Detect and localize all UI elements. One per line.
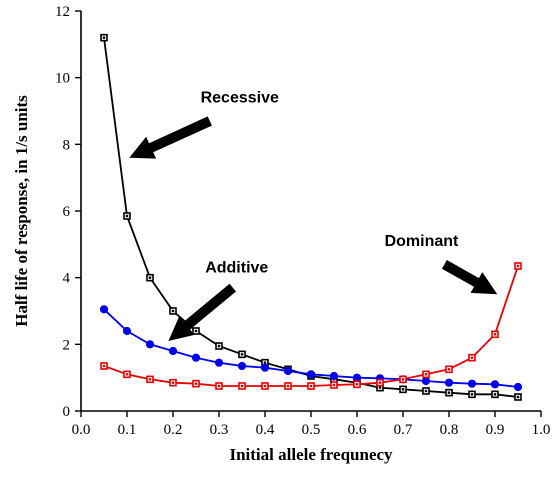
- data-point-inner: [217, 344, 221, 348]
- x-tick-label: 0.1: [118, 422, 137, 438]
- data-point-inner: [263, 361, 267, 364]
- data-point-inner: [125, 214, 129, 218]
- y-tick-label: 10: [55, 71, 70, 87]
- annotation-dominant: Dominant: [385, 233, 459, 250]
- data-point-inner: [516, 395, 520, 399]
- x-tick-label: 0.3: [210, 422, 229, 438]
- data-point-inner: [194, 329, 198, 333]
- x-tick-label: 0.4: [256, 422, 275, 438]
- series-additive: [99, 305, 523, 392]
- x-tick-label: 0.5: [302, 422, 321, 438]
- y-tick-label: 8: [63, 137, 71, 153]
- data-point-inner: [332, 383, 336, 387]
- series-layer: [99, 33, 523, 401]
- x-tick-label: 0.6: [348, 422, 367, 438]
- data-point-inner: [240, 353, 244, 356]
- data-point: [122, 326, 132, 336]
- annotation-layer: Recessive Additive Dominant: [129, 90, 498, 341]
- data-point-inner: [424, 389, 428, 393]
- data-point-inner: [378, 381, 382, 384]
- data-point: [421, 376, 431, 386]
- data-point-inner: [171, 381, 175, 384]
- y-tick-label: 0: [63, 404, 71, 420]
- annotation-arrow-dominant: [441, 260, 498, 295]
- data-point-inner: [447, 391, 451, 394]
- data-point: [145, 340, 155, 349]
- y-tick-label: 6: [63, 204, 71, 220]
- annotation-arrow-recessive: [129, 116, 212, 159]
- x-tick-label: 1.0: [532, 422, 551, 438]
- data-point-inner: [102, 36, 106, 39]
- y-tick-label: 12: [55, 4, 70, 20]
- annotation-recessive: Recessive: [201, 90, 279, 107]
- y-tick-label: 4: [63, 271, 71, 287]
- x-tick-label: 0.2: [164, 422, 183, 438]
- data-point: [260, 363, 270, 372]
- data-point: [513, 382, 523, 392]
- data-point-inner: [378, 386, 382, 389]
- data-point-inner: [102, 364, 106, 368]
- data-point-inner: [470, 356, 474, 359]
- annotation-additive: Additive: [205, 260, 268, 277]
- axes: 0 2 4 6 8 10 12 0.0 0.1 0.2 0.3 0.4 0.5 0.6 0.7 0.8 0.9 1…: [55, 4, 550, 438]
- data-point-inner: [125, 373, 129, 376]
- data-point-inner: [516, 264, 520, 268]
- x-tick-label: 0.8: [440, 422, 459, 438]
- y-axis-title: Half life of response, in 1/s units: [12, 95, 31, 327]
- data-point-inner: [470, 393, 474, 396]
- data-point-inner: [286, 384, 290, 388]
- data-point-inner: [401, 378, 405, 381]
- data-point: [191, 353, 201, 362]
- data-point-inner: [148, 276, 152, 279]
- data-point-inner: [493, 393, 497, 396]
- data-point: [214, 358, 224, 367]
- x-tick-label: 0.0: [72, 422, 91, 438]
- series-recessive: [100, 33, 522, 401]
- data-point-inner: [194, 382, 198, 385]
- y-tick-label: 2: [63, 337, 71, 353]
- x-axis-title: Initial allele frequnecy: [229, 445, 393, 464]
- data-point-inner: [171, 309, 175, 313]
- data-point: [306, 370, 316, 379]
- data-point: [99, 305, 109, 314]
- data-point-inner: [240, 384, 244, 388]
- data-point: [352, 373, 362, 382]
- x-tick-label: 0.7: [394, 422, 413, 438]
- data-point: [329, 371, 339, 381]
- annotation-arrow-additive: [168, 283, 236, 341]
- data-point: [283, 366, 293, 376]
- x-tick-label: 0.9: [486, 422, 505, 438]
- data-point: [444, 378, 454, 387]
- data-point: [467, 379, 477, 388]
- data-point-inner: [309, 384, 313, 388]
- data-point: [490, 380, 500, 389]
- data-point-inner: [493, 333, 497, 336]
- data-point: [237, 361, 247, 371]
- data-point-inner: [424, 373, 428, 376]
- data-point-inner: [355, 383, 359, 386]
- data-point-inner: [148, 378, 152, 381]
- series-line-recessive: [103, 37, 519, 398]
- series-dominant: [100, 262, 522, 390]
- data-point-inner: [217, 384, 221, 388]
- data-point-inner: [447, 368, 451, 371]
- data-point: [168, 346, 178, 356]
- data-point-inner: [263, 384, 267, 388]
- series-line-dominant: [103, 265, 519, 387]
- data-point-inner: [401, 388, 405, 391]
